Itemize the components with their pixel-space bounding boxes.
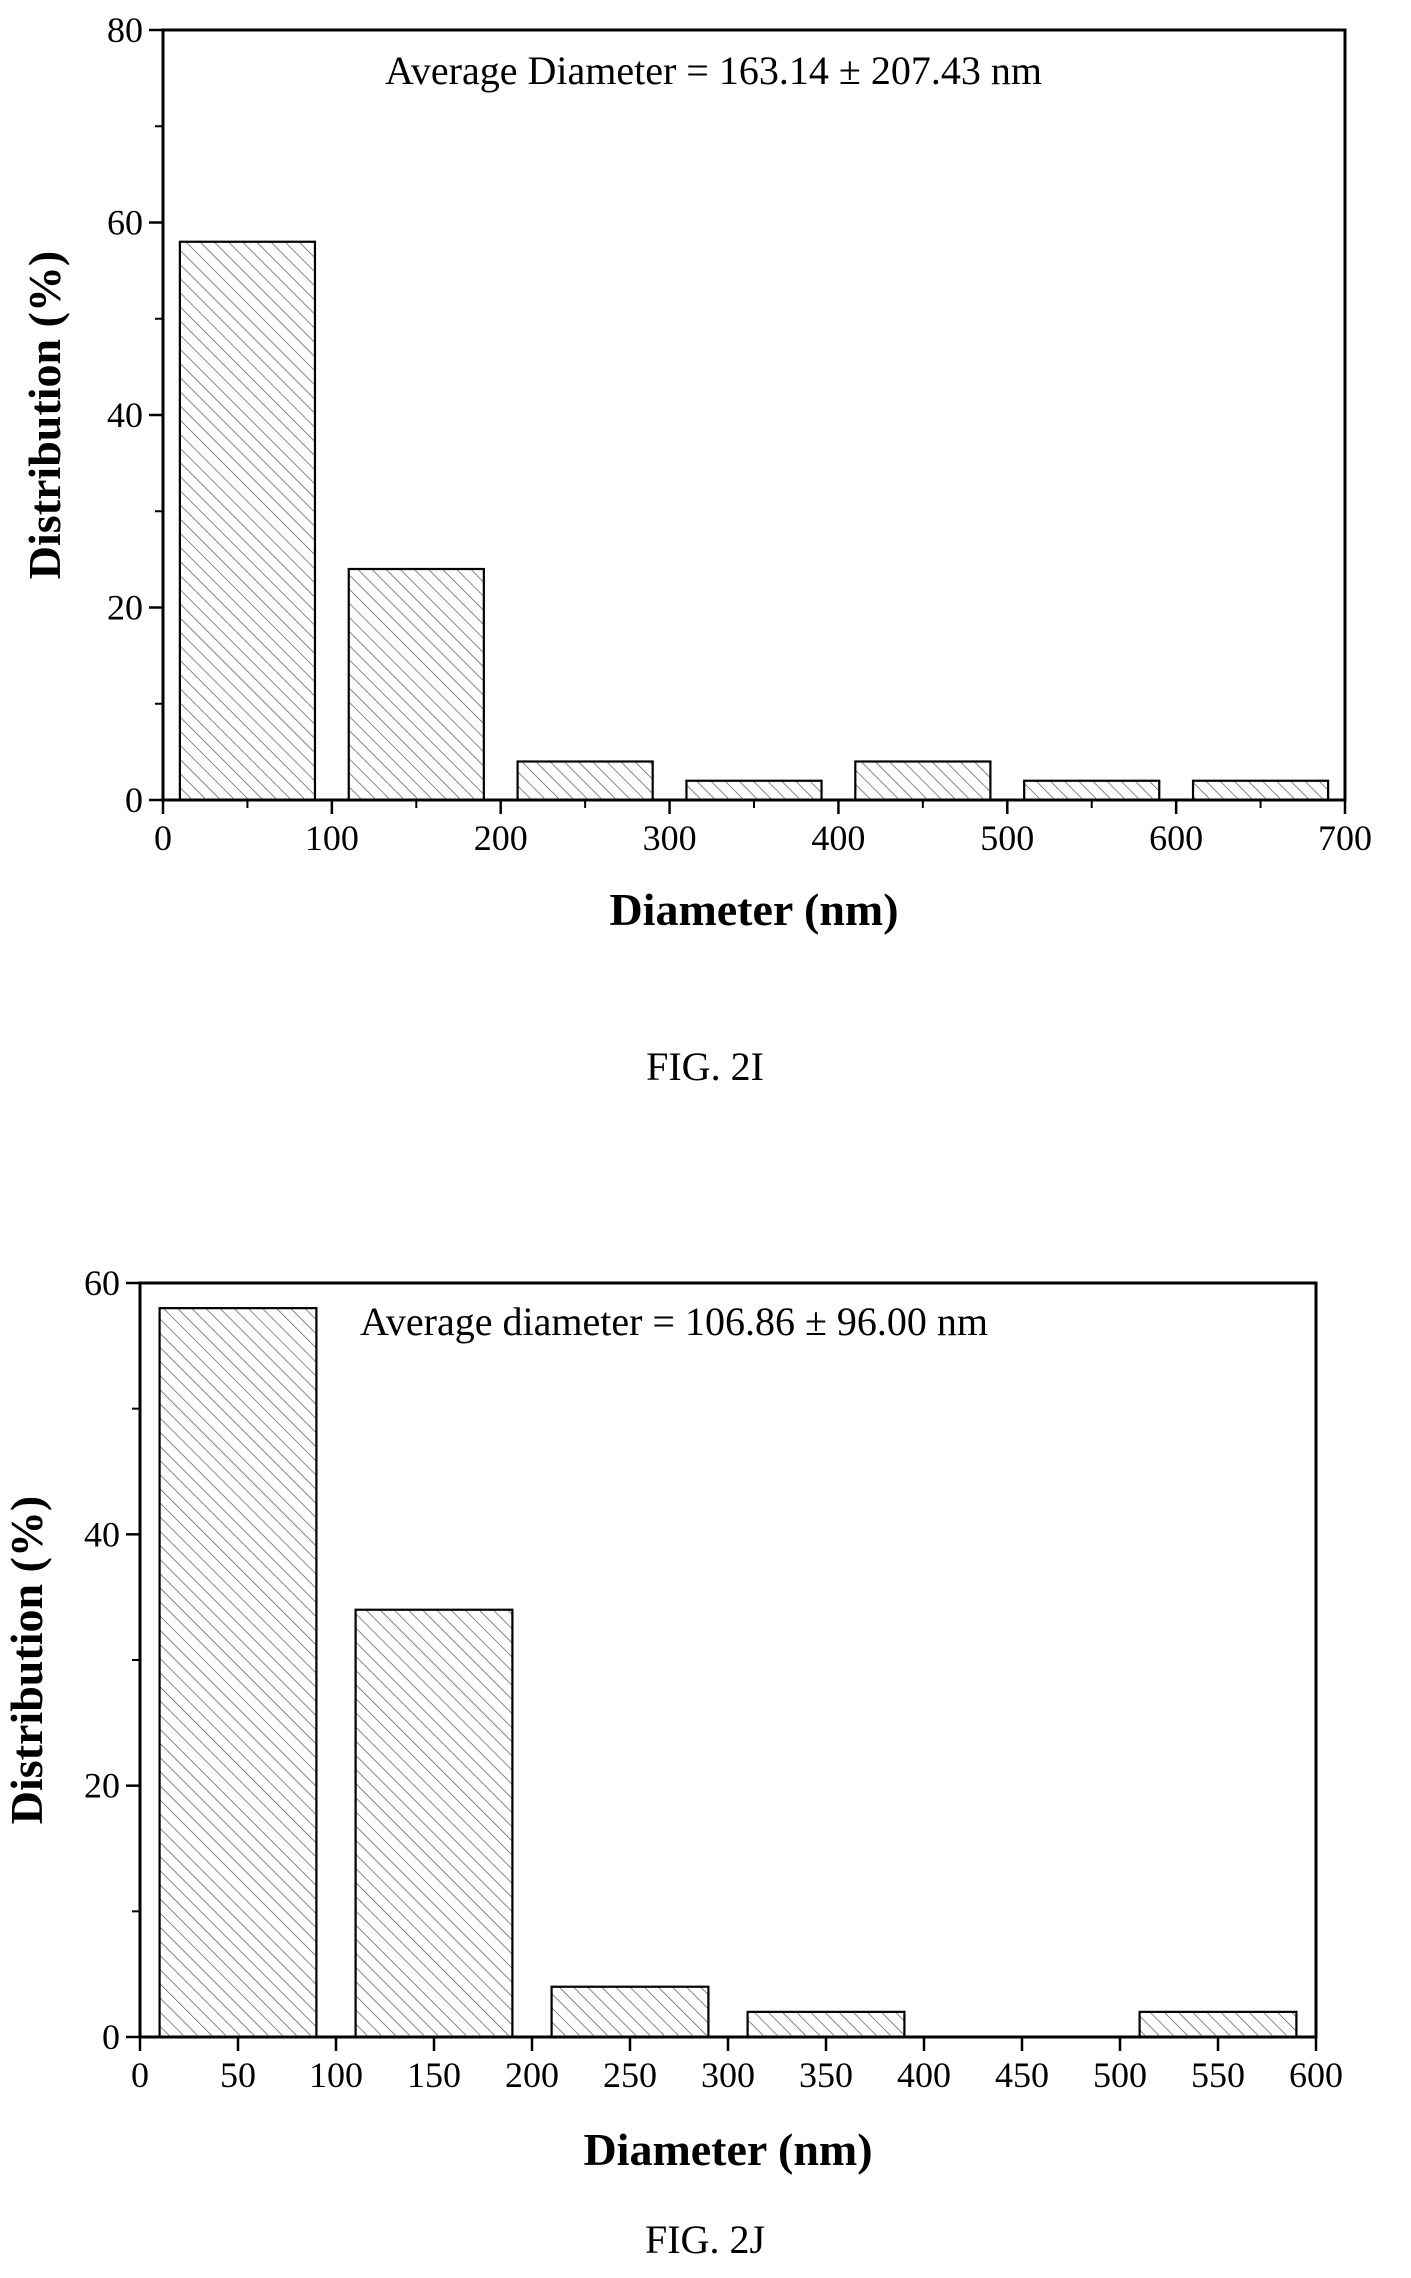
x-axis-ticks-fig-2j: 0 50 100 150 200 250 300 350 400 450 500 550 600 <box>131 2037 1343 2095</box>
x-tick-label-fig-2j-6: 300 <box>701 2055 755 2095</box>
x-tick-label-fig-2j-0: 0 <box>131 2055 149 2095</box>
bar-fig-2j-4 <box>1138 2010 1298 2039</box>
y-tick-label-fig-2i-4: 80 <box>107 10 143 50</box>
x-tick-label-fig-2j-5: 250 <box>603 2055 657 2095</box>
bar-fig-2j-3 <box>746 2010 906 2039</box>
x-tick-label-fig-2j-12: 600 <box>1289 2055 1343 2095</box>
x-tick-label-fig-2j-9: 450 <box>995 2055 1049 2095</box>
bar-fig-2i-3 <box>685 779 823 802</box>
y-tick-label-fig-2i-0: 0 <box>125 780 143 820</box>
bar-fig-2i-2 <box>516 760 654 802</box>
y-tick-label-fig-2j-2: 40 <box>84 1514 120 1554</box>
histogram-fig-2j: 0 20 40 60 0 50 100 150 200 250 300 350 400 450 500 55… <box>1 1263 1343 2262</box>
x-tick-label-fig-2j-2: 100 <box>309 2055 363 2095</box>
bars-fig-2i <box>178 240 1330 802</box>
bar-fig-2i-0 <box>178 240 317 802</box>
y-tick-label-fig-2j-1: 20 <box>84 1766 120 1806</box>
bar-fig-2j-1 <box>354 1608 514 2039</box>
x-tick-label-fig-2i-7: 700 <box>1318 818 1372 858</box>
y-axis-ticks-fig-2i: 0 20 40 60 80 <box>107 10 163 820</box>
y-tick-label-fig-2i-3: 60 <box>107 203 143 243</box>
y-axis-ticks-fig-2j: 0 20 40 60 <box>84 1263 140 2057</box>
x-tick-label-fig-2i-6: 600 <box>1149 818 1203 858</box>
x-tick-label-fig-2i-3: 300 <box>643 818 697 858</box>
annotation-average-diameter-fig-2j: Average diameter = 106.86 ± 96.00 nm <box>360 1299 988 1344</box>
x-tick-label-fig-2i-0: 0 <box>154 818 172 858</box>
x-tick-label-fig-2j-1: 50 <box>220 2055 256 2095</box>
histogram-fig-2i: 0 20 40 60 80 0 100 200 300 400 500 600 700 Average… <box>19 10 1372 1089</box>
x-tick-label-fig-2j-4: 200 <box>505 2055 559 2095</box>
bar-fig-2i-5 <box>1023 779 1161 802</box>
x-tick-label-fig-2i-5: 500 <box>980 818 1034 858</box>
x-tick-label-fig-2j-10: 500 <box>1093 2055 1147 2095</box>
bar-fig-2i-4 <box>854 760 992 802</box>
y-tick-label-fig-2i-2: 40 <box>107 395 143 435</box>
figure-caption-fig-2j: FIG. 2J <box>645 2217 765 2262</box>
x-tick-label-fig-2i-4: 400 <box>811 818 865 858</box>
x-tick-label-fig-2j-8: 400 <box>897 2055 951 2095</box>
y-tick-label-fig-2j-3: 60 <box>84 1263 120 1303</box>
y-axis-label-fig-2i: Distribution (%) <box>19 251 70 579</box>
x-axis-label-fig-2i: Diameter (nm) <box>609 884 898 935</box>
y-tick-label-fig-2j-0: 0 <box>102 2017 120 2057</box>
plot-area-fig-2i <box>161 28 1347 802</box>
annotation-average-diameter-fig-2i: Average Diameter = 163.14 ± 207.43 nm <box>385 48 1042 93</box>
x-tick-label-fig-2i-2: 200 <box>474 818 528 858</box>
y-tick-label-fig-2i-1: 20 <box>107 588 143 628</box>
bars-fig-2j <box>158 1307 1298 2039</box>
x-tick-label-fig-2j-11: 550 <box>1191 2055 1245 2095</box>
bar-fig-2i-6 <box>1191 779 1330 802</box>
x-tick-label-fig-2j-7: 350 <box>799 2055 853 2095</box>
x-tick-label-fig-2i-1: 100 <box>305 818 359 858</box>
bar-fig-2j-2 <box>550 1985 710 2039</box>
x-axis-ticks-fig-2i: 0 100 200 300 400 500 600 700 <box>154 800 1372 858</box>
x-axis-label-fig-2j: Diameter (nm) <box>583 2124 872 2175</box>
x-tick-label-fig-2j-3: 150 <box>407 2055 461 2095</box>
figure-caption-fig-2i: FIG. 2I <box>646 1044 764 1089</box>
y-axis-label-fig-2j: Distribution (%) <box>1 1496 52 1824</box>
bar-fig-2i-1 <box>347 567 485 802</box>
bar-fig-2j-0 <box>158 1307 318 2039</box>
